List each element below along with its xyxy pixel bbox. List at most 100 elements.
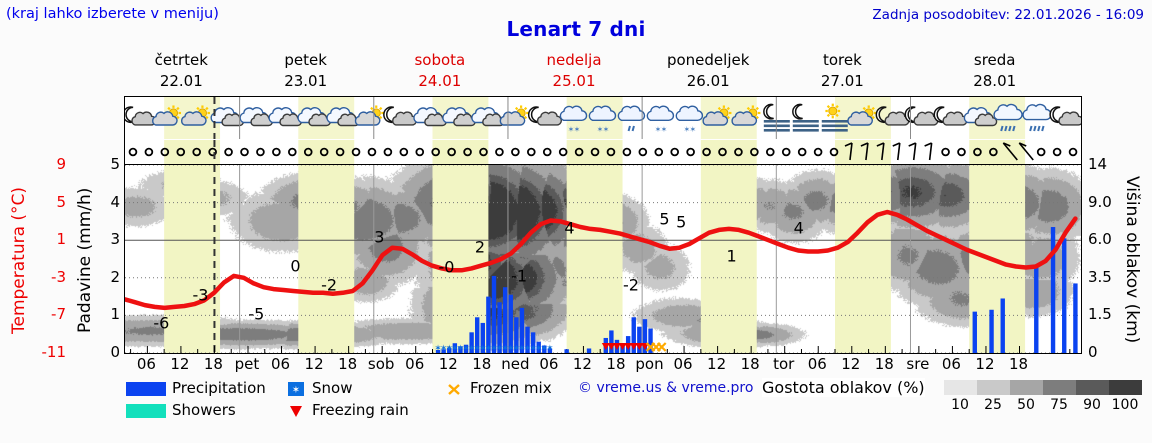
weather-icon-f <box>821 103 848 132</box>
temperature-point-label-10: 4 <box>564 218 575 238</box>
precipitation-bar <box>519 307 525 353</box>
precipitation-bar <box>441 349 446 353</box>
cloudheight-axis-title: Višina oblakov (km) <box>1122 176 1142 344</box>
wind-barb <box>574 147 584 157</box>
temperature-point-label-2: -3 <box>192 285 209 305</box>
snow-marker: ✶ <box>518 344 526 353</box>
x-tick-label: 18 <box>1008 355 1029 373</box>
wind-barb <box>590 147 600 157</box>
daylight-band-4 <box>566 165 623 353</box>
cloud-density-colorbar-labels: 10 25 50 75 90 100 <box>944 397 1144 415</box>
day-name: sreda <box>973 51 1016 69</box>
snow-marker: ✶ <box>490 344 498 353</box>
wind-barb <box>399 147 409 157</box>
freezing-rain-marker <box>635 343 644 350</box>
cloud-density-step-6 <box>1109 380 1142 395</box>
showers-swatch <box>126 404 166 418</box>
precipitation-bar <box>458 346 463 353</box>
frozen-mix-icon <box>448 384 460 395</box>
wind-barb <box>1052 147 1062 157</box>
snow-marker: ✶ <box>496 344 504 353</box>
cloud-density-tick: 25 <box>984 397 1002 413</box>
x-tick-label: 12 <box>841 355 861 373</box>
wind-barb <box>638 147 648 157</box>
axis-tick: -11 <box>41 343 67 361</box>
weather-icon-s <box>181 105 210 126</box>
temperature-extra-label-1: 5 <box>676 212 687 232</box>
wind-barb <box>765 147 775 157</box>
daylight-band-5 <box>700 165 757 353</box>
weather-icon-R <box>993 103 1023 132</box>
axis-tick: 4 <box>110 192 120 211</box>
axis-tick: 3.5 <box>1088 267 1112 286</box>
cloud-density-tick: 10 <box>951 397 969 413</box>
cloud-density-step-4 <box>1043 380 1076 395</box>
copyright-link[interactable]: © vreme.us & vreme.pro <box>578 380 754 396</box>
weather-icons: ✶ ✶ ✶ ✶ ✶ ✶ ✶ ✶ <box>125 97 1081 139</box>
wind-barb <box>542 147 552 157</box>
precipitation-bar <box>564 349 569 353</box>
meteogram-plot: ✶ ✶ ✶ ✶ ✶ ✶ ✶ ✶ ✶ ✶ ✶ ✶ ✶ ✶ ✶ ✶ ✶ ✶ ✶ ✶ ✶ -6 -3 -5 0 -2 3 -0 2 -1 4 -2… <box>124 164 1082 354</box>
snow-marker: ✶ <box>457 344 465 353</box>
freezing-rain-marker <box>629 343 638 350</box>
wind-barb <box>367 147 377 157</box>
wind-barb <box>447 147 456 157</box>
x-tick-label: 06 <box>405 355 425 373</box>
wind-barb <box>160 147 170 157</box>
wind-barb <box>876 142 885 161</box>
legend-frozen-mix-label: Frozen mix <box>470 379 552 397</box>
wind-barb <box>797 147 807 157</box>
precipitation-bar <box>525 326 530 353</box>
x-tick-label: 12 <box>975 355 995 373</box>
snow-marker: ✶ <box>546 344 554 353</box>
wind-barb <box>781 147 791 157</box>
weather-icon-m <box>125 106 157 126</box>
precipitation-axis-title: Padavine (mm/h) <box>75 187 95 333</box>
freezing-rain-marker <box>624 343 633 350</box>
temperature-point-label-11: -2 <box>622 275 639 295</box>
last-updated-label: Zadnja posodobitev: 22.01.2026 - 16:09 <box>872 7 1144 23</box>
wind-barb <box>383 147 393 157</box>
precipitation-bar <box>1073 283 1078 353</box>
precipitation-bar <box>631 317 636 353</box>
wind-barb-band <box>124 140 1082 164</box>
cloud-density-tick: 100 <box>1111 397 1139 413</box>
wind-barb <box>495 147 504 157</box>
weather-icon-F <box>763 103 790 132</box>
cloudheight-axis-ticks: 14 9.0 6.0 3.5 1.5 0 <box>1086 155 1122 361</box>
precipitation-bar <box>469 332 474 353</box>
day-date: 25.01 <box>552 71 596 90</box>
day-date: 23.01 <box>284 71 328 90</box>
weather-icon-s <box>354 105 384 126</box>
precipitation-bar <box>536 341 541 353</box>
wind-barb <box>734 147 743 157</box>
freezing-rain-marker <box>618 343 627 350</box>
wind-barb <box>463 147 472 157</box>
plot-vectors: ✶✶✶✶✶✶✶✶✶✶✶✶✶✶✶✶✶✶✶✶✶ <box>125 165 1081 353</box>
axis-tick: -3 <box>51 267 66 286</box>
snow-marker: ✶ <box>434 344 442 353</box>
weather-icon-c <box>210 107 245 127</box>
frozen-mix-marker <box>656 342 667 352</box>
day-header-4: nedelja 25.01 <box>507 50 641 95</box>
wind-barb <box>240 147 249 157</box>
axis-tick: 1 <box>110 305 120 324</box>
day-name: torek <box>822 51 862 69</box>
x-tick-label: sre <box>906 355 930 373</box>
snow-marker: ✶ <box>501 344 509 353</box>
wind-barb <box>1002 142 1018 161</box>
precipitation-bar <box>508 294 513 353</box>
x-tick-label: 18 <box>740 355 760 373</box>
cloud-density-step-1 <box>944 380 977 395</box>
x-tick-label: 18 <box>472 355 492 373</box>
wind-barb <box>989 147 998 157</box>
x-tick-label: pet <box>234 355 260 373</box>
freezing-rain-icon <box>290 406 302 417</box>
page-title: Lenart 7 dni <box>506 17 646 41</box>
weather-icon-c <box>268 107 303 127</box>
weather-icon-r <box>617 105 646 132</box>
x-tick-label: 18 <box>203 355 223 373</box>
legend-freezing-rain-label: Freezing rain <box>312 401 409 419</box>
day-name: četrtek <box>154 51 208 69</box>
wind-barb <box>1068 147 1078 157</box>
